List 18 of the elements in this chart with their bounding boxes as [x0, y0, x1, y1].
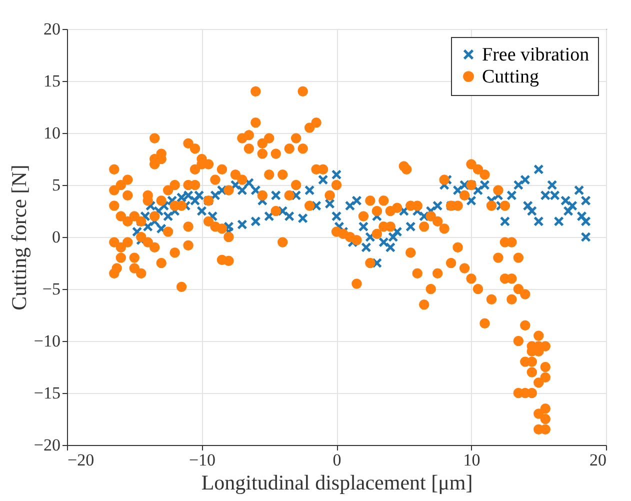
y-tick-label: 20	[44, 20, 60, 38]
y-tick-label: −5	[42, 280, 60, 298]
y-tick-label: 5	[52, 176, 60, 194]
x-tick-label: 0	[332, 450, 342, 470]
x-tick-label: 10	[463, 450, 480, 470]
x-tick-label: −10	[188, 450, 216, 470]
y-axis-title: Cutting force [N]	[6, 164, 31, 310]
y-tick-label: 10	[44, 124, 60, 142]
y-tick-label: 0	[52, 228, 60, 246]
y-tick-label: 15	[44, 72, 60, 90]
y-tick-label: −10	[34, 332, 60, 350]
x-tick-label: 20	[590, 450, 606, 470]
legend-label: Free vibration	[482, 44, 590, 66]
legend-label: Cutting	[482, 66, 540, 88]
y-tick-label: −20	[34, 436, 60, 454]
y-tick-label: −15	[34, 384, 60, 402]
x-tick-label: −20	[68, 450, 94, 470]
x-axis-title: Longitudinal displacement [μm]	[201, 470, 473, 494]
